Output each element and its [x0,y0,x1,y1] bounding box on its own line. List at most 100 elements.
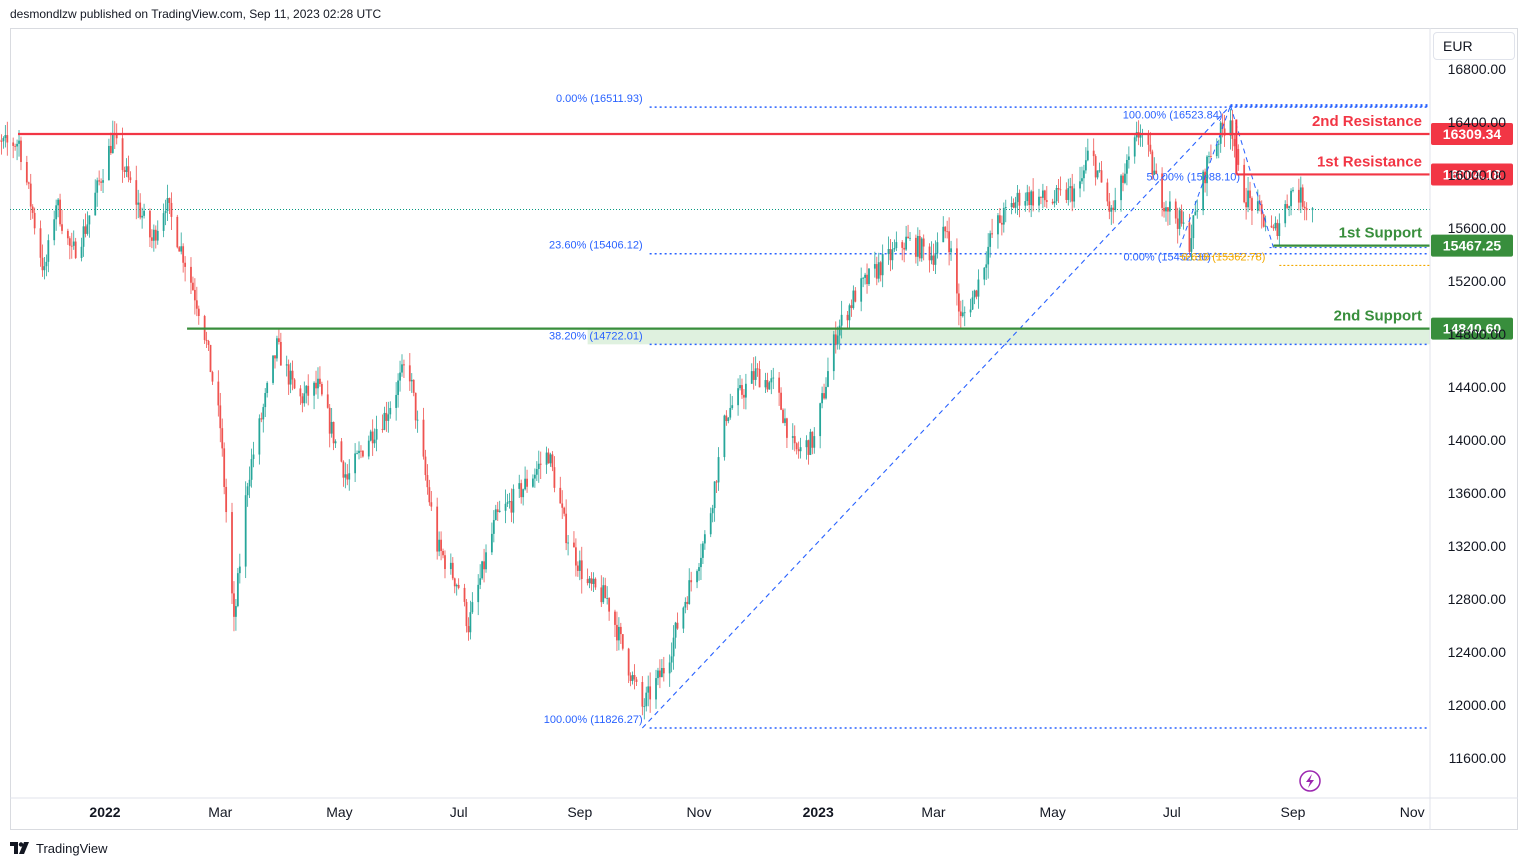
candle-body [811,431,814,448]
candle [225,478,228,523]
candle-body [490,533,493,553]
level-price-badge[interactable] [1431,317,1513,340]
candle-body [756,368,759,370]
candle-body [6,135,9,143]
candle [430,490,433,511]
candle [47,234,50,273]
candle-body [373,439,376,444]
lightning-icon[interactable] [1299,770,1321,792]
y-tick-label: 13200.00 [1448,538,1507,554]
candle [217,370,220,417]
candle-body [975,290,978,297]
candle [109,132,112,156]
candle [729,393,732,420]
candle [754,356,757,386]
candle [127,155,130,183]
candle-body [1106,182,1109,202]
candle-body [819,403,822,437]
candle-body [551,454,554,468]
support-zone-layer [587,328,1430,345]
candle [168,197,171,215]
candle [303,381,306,407]
candle [1249,181,1251,210]
candle-body [1083,170,1085,179]
candle [1169,191,1171,226]
candle [553,456,556,493]
candle [991,218,993,239]
candle [616,611,618,651]
level-price-label: 14840.60 [1443,321,1502,337]
candle [819,402,822,449]
candle [1071,173,1074,212]
candle [1040,196,1042,205]
candle [1110,205,1113,225]
candle-body [848,305,851,321]
footer-brand: TradingView [36,840,108,856]
candle [914,234,917,264]
candle [1260,200,1263,229]
y-tick-label: 13600.00 [1448,485,1507,501]
candle-body [1182,222,1185,224]
candle-body [162,213,165,231]
candle-body [301,396,304,404]
candle [16,139,18,161]
candle [1245,187,1248,220]
candle-body [604,585,607,599]
candle-body [1223,128,1226,136]
candle-body [971,297,974,310]
candle-body [125,166,128,172]
candle [895,231,898,252]
candle-body [1092,150,1095,157]
candle-body [184,262,187,267]
candle-body [305,385,308,394]
candle-body [430,502,433,507]
candle-body [770,378,773,383]
level-price-badge[interactable] [1431,163,1513,186]
candle [1292,187,1294,193]
candle [594,577,597,590]
candle-body [889,249,892,261]
candle [129,171,132,184]
candle [395,382,398,421]
candle-body [608,598,611,612]
candle-body [784,418,786,423]
candle [399,360,401,392]
currency-selector[interactable]: EUR [1433,32,1515,60]
candle-body [303,393,306,404]
candle-body [367,440,370,457]
y-tick-label: 14000.00 [1448,432,1507,448]
candle [1284,200,1287,228]
candle [717,447,720,491]
candle [750,363,753,384]
candle-body [55,205,58,220]
candle [1190,224,1193,261]
candle [137,189,140,219]
candle [838,319,841,350]
candle [772,367,775,390]
candle [170,192,173,230]
candle-body [1096,170,1099,178]
candle-body [1018,192,1021,206]
x-axis[interactable]: 2022 Mar May Jul Sep Nov 2023 Mar May Jul Sep Nov [10,797,1518,820]
candle [25,155,28,186]
candle [162,203,165,238]
candle [1086,138,1089,162]
candle [98,170,101,186]
candle [244,481,247,579]
candle-body [873,264,876,269]
level-price-badge[interactable] [1431,234,1513,257]
candle [453,577,456,594]
x-tick-label: Jul [450,804,468,820]
level-price-badge[interactable] [1431,123,1513,146]
candle [82,219,85,257]
candle-body [1233,138,1236,147]
y-tick-label: 14400.00 [1448,379,1507,395]
candle [916,227,919,266]
candle [1290,188,1292,216]
candle [192,276,194,291]
y-axis[interactable]: 16800.00 16400.00 16000.00 15600.00 15200.00… [1429,28,1507,830]
candle-body [332,421,335,444]
candle [451,557,454,581]
candle-body [387,414,390,421]
